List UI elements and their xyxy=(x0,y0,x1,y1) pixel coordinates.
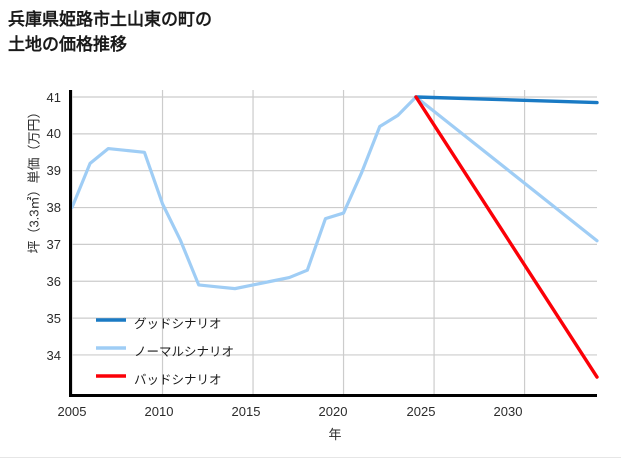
y-tick-39: 39 xyxy=(46,163,61,178)
legend-label-normal: ノーマルシナリオ xyxy=(134,345,235,359)
y-tick-34: 34 xyxy=(46,348,61,363)
line-bad-forecast xyxy=(414,95,599,379)
y-tick-38: 38 xyxy=(46,200,61,215)
y-tick-35: 35 xyxy=(46,311,61,326)
line-normal-forecast xyxy=(414,95,599,243)
line-good-forecast xyxy=(414,95,599,105)
legend-label-good: グッドシナリオ xyxy=(134,317,222,331)
series-lines xyxy=(70,95,599,379)
x-tick-2005: 2005 xyxy=(57,404,87,419)
x-tick-2010: 2010 xyxy=(144,404,174,419)
legend-label-bad: バッドシナリオ xyxy=(134,373,222,387)
x-tick-2015: 2015 xyxy=(231,404,261,419)
bottom-divider xyxy=(0,457,621,458)
y-tick-37: 37 xyxy=(46,237,61,252)
gridlines xyxy=(70,90,597,396)
x-tick-2020: 2020 xyxy=(318,404,348,419)
y-tick-41: 41 xyxy=(46,90,61,105)
legend-swatches xyxy=(96,318,126,378)
y-tick-40: 40 xyxy=(46,126,61,141)
x-axis-label: 年 xyxy=(328,427,342,442)
line-normal-history xyxy=(70,95,418,291)
x-tick-2030: 2030 xyxy=(493,404,523,419)
chart-title: 兵庫県姫路市土山東の町の 土地の価格推移 xyxy=(8,10,212,54)
x-tick-2025: 2025 xyxy=(406,404,436,419)
y-tick-36: 36 xyxy=(46,274,61,289)
